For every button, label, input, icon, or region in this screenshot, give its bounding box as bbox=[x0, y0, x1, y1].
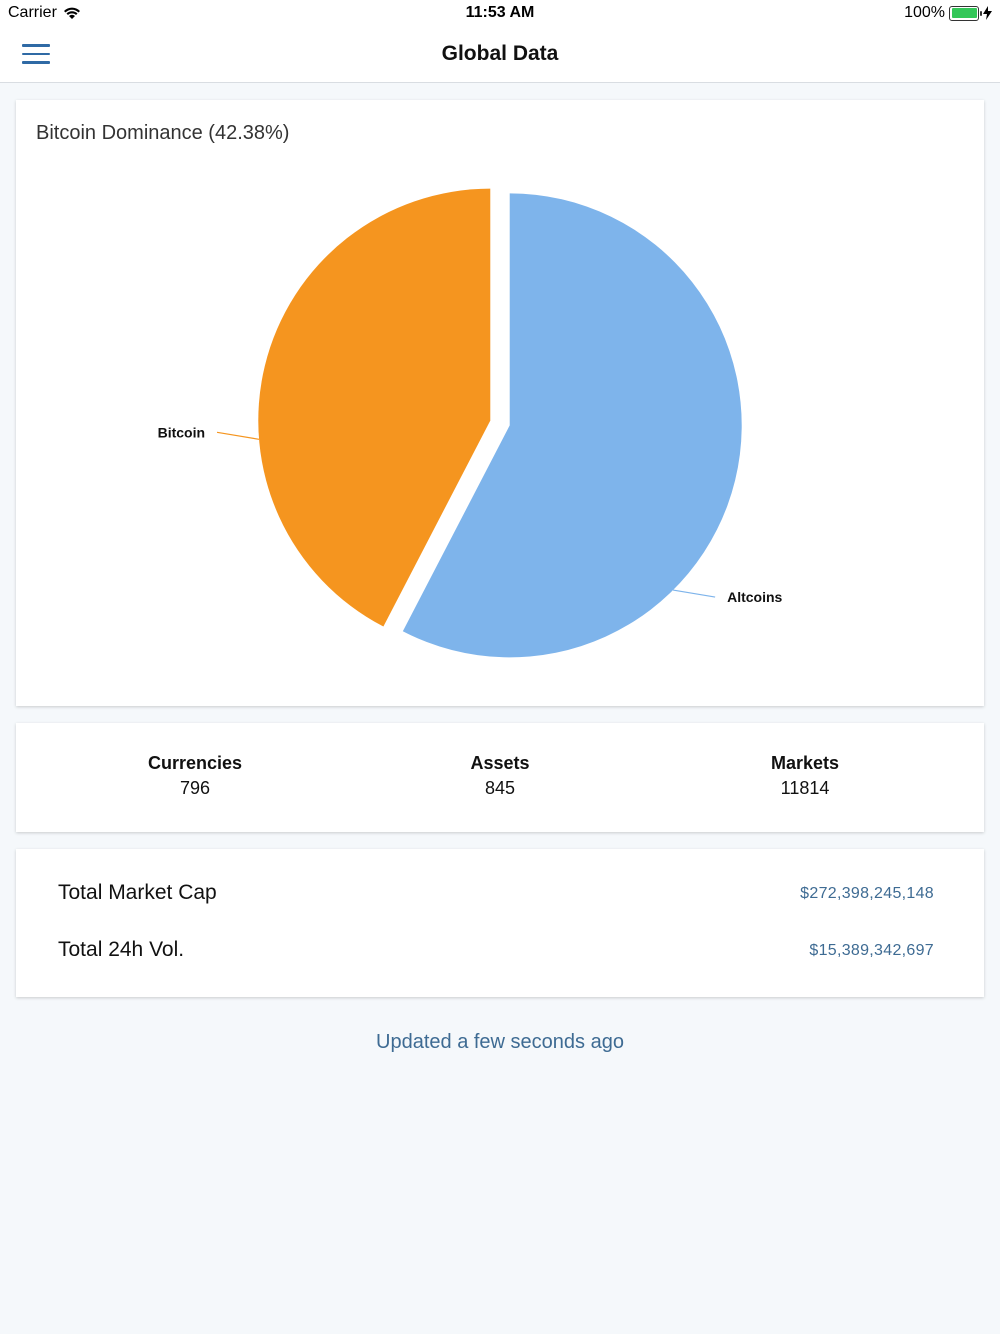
dominance-card: Bitcoin Dominance (42.38%) Altcoins Bitco… bbox=[16, 100, 984, 706]
charging-bolt-icon bbox=[983, 6, 992, 20]
status-time: 11:53 AM bbox=[465, 4, 535, 21]
carrier-label: Carrier bbox=[8, 4, 57, 21]
menu-button[interactable] bbox=[22, 44, 50, 66]
status-left: Carrier bbox=[8, 4, 81, 22]
market-cap-row: Total Market Cap $272,398,245,148 bbox=[58, 881, 934, 911]
pie-leader-line bbox=[216, 431, 260, 440]
stat-value: 796 bbox=[179, 778, 211, 798]
volume-row: Total 24h Vol. $15,389,342,697 bbox=[58, 938, 934, 968]
status-bar: Carrier 11:53 AM 100% bbox=[0, 0, 1000, 28]
market-cap-value: $272,398,245,148 bbox=[800, 885, 934, 902]
pie-label-bitcoin: Bitcoin bbox=[158, 424, 205, 440]
stat-value: 845 bbox=[484, 778, 516, 798]
market-cap-label: Total Market Cap bbox=[58, 881, 217, 904]
pie-chart: Altcoins Bitcoin bbox=[158, 188, 783, 658]
stat-markets: Markets 11814 bbox=[705, 753, 905, 799]
volume-label: Total 24h Vol. bbox=[58, 938, 185, 961]
updated-status: Updated a few seconds ago bbox=[376, 1031, 624, 1053]
stat-label: Markets bbox=[770, 753, 840, 773]
wifi-icon bbox=[63, 7, 80, 19]
chart-title: Bitcoin Dominance (42.38%) bbox=[36, 122, 290, 144]
page-title: Global Data bbox=[441, 42, 559, 65]
pie-label-altcoins: Altcoins bbox=[727, 589, 782, 605]
pie-slice-altcoins bbox=[402, 193, 742, 658]
stat-label: Currencies bbox=[147, 753, 243, 773]
stat-currencies: Currencies 796 bbox=[95, 753, 295, 799]
totals-card: Total Market Cap $272,398,245,148 Total … bbox=[16, 849, 984, 997]
stat-assets: Assets 845 bbox=[400, 753, 600, 799]
nav-bar: Global Data bbox=[0, 28, 1000, 83]
status-right: 100% bbox=[904, 4, 992, 22]
pie-leader-line bbox=[673, 589, 716, 598]
stats-card: Currencies 796 Assets 845 Markets 11814 bbox=[16, 723, 984, 832]
volume-value: $15,389,342,697 bbox=[809, 942, 934, 959]
battery-icon bbox=[949, 5, 982, 21]
battery-percent: 100% bbox=[904, 4, 945, 21]
hamburger-icon bbox=[22, 44, 50, 47]
stat-value: 11814 bbox=[780, 778, 830, 798]
pie-slice-bitcoin bbox=[258, 188, 491, 627]
stat-label: Assets bbox=[470, 753, 530, 773]
